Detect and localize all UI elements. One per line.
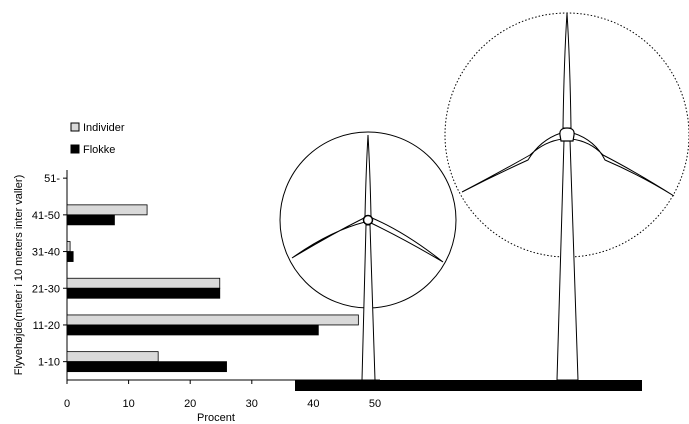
y-tick-label: 31-40 [32,247,60,259]
bar-individer-31-40 [66,241,71,252]
bar-individer-11-20 [66,314,359,326]
legend-label-individer: Individer [83,122,125,134]
ground-bar [295,380,642,391]
x-axis-label: Procent [197,412,235,424]
bar-individer-41-50 [66,204,148,216]
bar-individer-21-30 [66,277,221,289]
y-tick-label: 1-10 [38,357,60,369]
legend: Individer Flokke [70,122,125,156]
legend-label-flokke: Flokke [83,144,115,156]
x-tick-label: 10 [122,398,134,410]
small-turbine-blade-up [364,134,372,217]
legend-swatch-flokke [70,144,80,154]
wind-turbine-icon [279,12,689,391]
bar-individer-1-10 [66,351,159,363]
y-tick-label: 11-20 [33,320,60,332]
x-tick-label: 0 [64,398,70,410]
bar-flokke-41-50 [66,214,115,226]
small-turbine-tower [361,224,376,381]
small-turbine-blade-right [370,217,444,263]
large-turbine-blade-right [570,132,675,197]
y-tick-label: 41-50 [32,210,60,222]
bar-flokke-11-20 [66,324,319,336]
x-tick-label: 40 [307,398,319,410]
x-ticks-group: 0 10 20 30 40 50 [64,380,381,410]
small-turbine-hub [362,214,374,226]
y-ticks-group: 1-10 11-20 21-30 31-40 41-50 51- [32,173,67,369]
x-tick-label: 50 [369,398,381,410]
bar-flokke-1-10 [66,361,227,373]
legend-swatch-individer [70,122,80,132]
bar-flokke-21-30 [66,287,221,299]
small-turbine-blade-left [291,217,366,259]
y-axis-label: Flyvehøjde(meter i 10 meters inter valle… [13,175,25,376]
large-turbine-nacelle [559,127,575,142]
y-tick-label: 21-30 [32,283,60,295]
x-tick-label: 20 [184,398,196,410]
x-tick-label: 30 [246,398,258,410]
large-turbine-blade-up [562,12,572,129]
y-tick-label: 51- [44,173,60,185]
bar-flokke-31-40 [66,251,74,262]
large-turbine-tower [556,139,579,381]
large-turbine-blade-left [461,132,564,193]
bars-group [66,204,359,373]
